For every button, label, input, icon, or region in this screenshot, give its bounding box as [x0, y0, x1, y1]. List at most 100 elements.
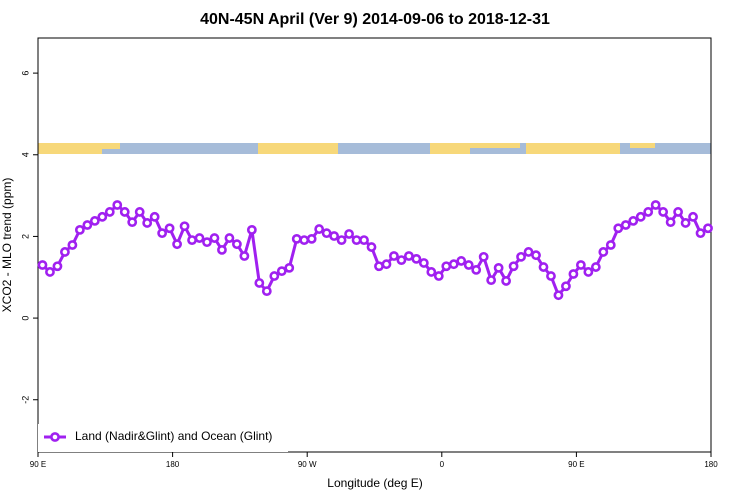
point — [673, 207, 683, 217]
point — [217, 244, 227, 255]
point — [598, 247, 609, 257]
point — [329, 231, 340, 241]
point — [553, 290, 564, 301]
point — [209, 233, 220, 243]
point — [179, 221, 190, 232]
point — [37, 260, 48, 270]
x-tick-label: 90 E — [30, 460, 46, 469]
point — [246, 224, 257, 235]
point — [583, 267, 594, 277]
point — [344, 229, 354, 239]
point — [426, 267, 437, 277]
point — [688, 211, 698, 222]
point — [448, 259, 459, 270]
point — [119, 207, 130, 217]
plot-frame — [37, 37, 712, 453]
point — [658, 207, 669, 217]
point — [463, 260, 474, 270]
y-tick-label: 4 — [20, 152, 30, 157]
point — [336, 235, 347, 246]
point — [321, 228, 332, 239]
point — [381, 259, 392, 270]
chart-title: 40N-45N April (Ver 9) 2014-09-06 to 2018… — [200, 11, 550, 28]
point — [202, 237, 212, 248]
point — [291, 233, 302, 244]
point — [695, 228, 706, 239]
y-tick-label: 2 — [20, 234, 30, 239]
point — [127, 217, 138, 228]
point — [433, 271, 444, 281]
point — [441, 261, 452, 272]
point — [411, 253, 422, 264]
point — [456, 256, 467, 266]
y-tick-label: 0 — [20, 316, 30, 321]
point — [575, 260, 586, 270]
point — [60, 247, 70, 257]
point — [239, 251, 250, 261]
point — [232, 239, 242, 250]
point — [590, 262, 601, 272]
x-axis-label: Longitude (deg E) — [327, 476, 422, 490]
point — [194, 233, 205, 243]
point — [112, 200, 123, 210]
point — [89, 216, 100, 226]
point — [74, 224, 85, 235]
legend-label: Land (Nadir&Glint) and Ocean (Glint) — [75, 429, 272, 443]
point — [650, 200, 661, 210]
point — [635, 211, 646, 222]
point — [508, 261, 519, 272]
x-tick-label: 180 — [704, 460, 718, 469]
point — [403, 251, 414, 261]
point — [97, 211, 108, 222]
point — [703, 223, 713, 234]
point — [269, 271, 280, 281]
point — [486, 275, 497, 286]
point — [67, 240, 78, 250]
point — [351, 235, 362, 246]
point — [665, 217, 676, 228]
point — [254, 278, 265, 288]
point — [314, 224, 325, 234]
point — [276, 266, 287, 277]
point — [516, 251, 526, 262]
point — [142, 218, 153, 228]
point — [568, 269, 579, 279]
point — [493, 262, 504, 273]
point — [471, 265, 482, 275]
land-ocean-band — [38, 143, 711, 154]
point — [104, 207, 115, 217]
point — [478, 251, 489, 262]
point — [418, 258, 429, 268]
legend: Land (Nadir&Glint) and Ocean (Glint) — [38, 424, 288, 452]
point — [546, 271, 556, 281]
x-tick-label: 0 — [440, 460, 445, 469]
point — [643, 207, 654, 217]
point — [605, 240, 616, 250]
point — [82, 220, 93, 230]
y-tick-label: 6 — [20, 71, 30, 76]
point — [620, 220, 631, 230]
point — [157, 228, 168, 239]
point — [306, 233, 317, 244]
point — [561, 281, 571, 292]
point — [45, 267, 55, 277]
point — [523, 247, 534, 257]
point — [172, 239, 182, 250]
point — [396, 255, 407, 266]
point — [501, 276, 512, 286]
y-axis-label: XCO2 - MLO trend (ppm) — [0, 178, 14, 313]
y-tick-label: -2 — [20, 396, 30, 404]
point — [680, 218, 691, 228]
point — [366, 242, 377, 252]
x-tick-label: 180 — [166, 460, 180, 469]
x-tick-label: 90 E — [568, 460, 584, 469]
point — [359, 235, 369, 246]
legend-marker — [50, 432, 60, 442]
point — [284, 262, 295, 273]
point — [52, 261, 63, 272]
point — [531, 250, 541, 261]
point — [187, 235, 197, 246]
point — [389, 251, 399, 261]
point — [164, 223, 175, 234]
